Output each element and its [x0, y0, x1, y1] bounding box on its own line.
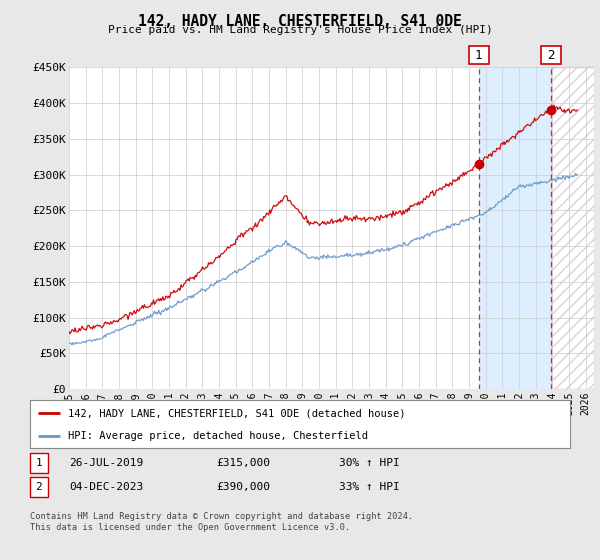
Text: 1: 1: [35, 458, 43, 468]
Text: 30% ↑ HPI: 30% ↑ HPI: [339, 458, 400, 468]
Text: £390,000: £390,000: [216, 482, 270, 492]
Text: Price paid vs. HM Land Registry's House Price Index (HPI): Price paid vs. HM Land Registry's House …: [107, 25, 493, 35]
Text: Contains HM Land Registry data © Crown copyright and database right 2024.
This d: Contains HM Land Registry data © Crown c…: [30, 512, 413, 532]
Text: HPI: Average price, detached house, Chesterfield: HPI: Average price, detached house, Ches…: [68, 431, 368, 441]
Bar: [551, 67, 594, 389]
Text: 04-DEC-2023: 04-DEC-2023: [69, 482, 143, 492]
Text: 2: 2: [547, 49, 555, 62]
Text: 142, HADY LANE, CHESTERFIELD, S41 0DE (detached house): 142, HADY LANE, CHESTERFIELD, S41 0DE (d…: [68, 408, 406, 418]
Text: 33% ↑ HPI: 33% ↑ HPI: [339, 482, 400, 492]
Bar: [551, 67, 594, 389]
Text: £315,000: £315,000: [216, 458, 270, 468]
Text: 142, HADY LANE, CHESTERFIELD, S41 0DE: 142, HADY LANE, CHESTERFIELD, S41 0DE: [138, 14, 462, 29]
Text: 2: 2: [35, 482, 43, 492]
Text: 26-JUL-2019: 26-JUL-2019: [69, 458, 143, 468]
Bar: [479, 67, 551, 389]
Text: 1: 1: [475, 49, 482, 62]
